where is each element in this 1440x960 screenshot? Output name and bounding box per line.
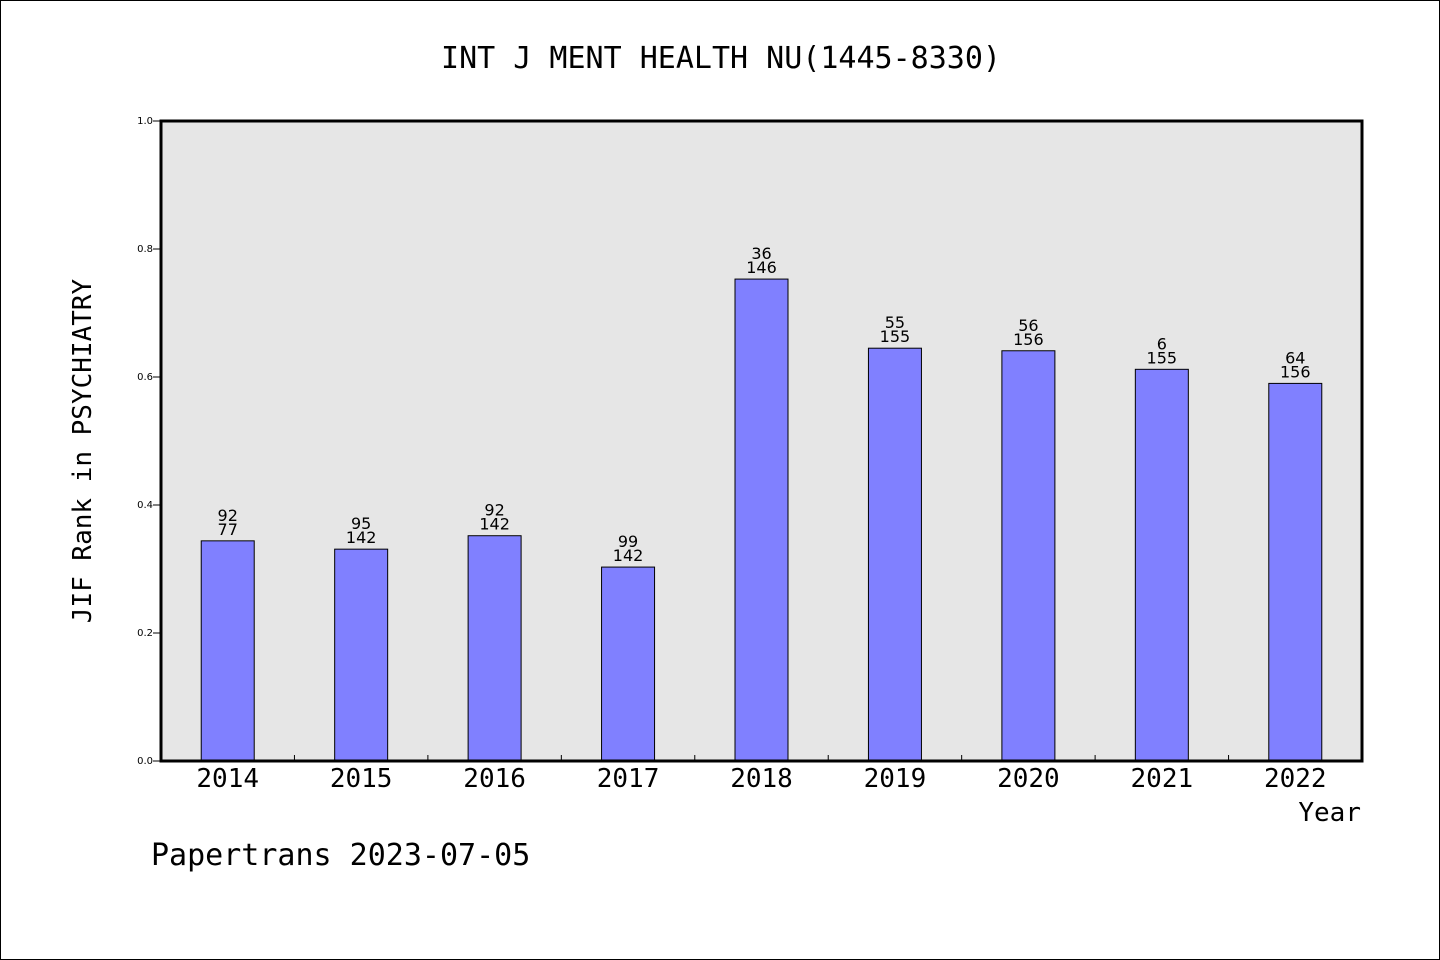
bar-rank-label: 95 bbox=[351, 514, 371, 533]
bar-rank-label: 55 bbox=[885, 313, 905, 332]
y-tick-label: 0.0 bbox=[137, 756, 153, 767]
x-tick-label: 2015 bbox=[330, 764, 393, 794]
footer-text: Papertrans 2023-07-05 bbox=[151, 838, 530, 873]
y-axis: 0.0 0.2 0.4 0.6 0.8 1.0 bbox=[137, 116, 161, 767]
bar-total-label: 142 bbox=[346, 528, 377, 547]
bar-total-label: 142 bbox=[613, 546, 644, 565]
bar-rank-label: 92 bbox=[484, 501, 504, 520]
y-tick-label: 0.2 bbox=[137, 628, 153, 639]
bar-2016 bbox=[467, 535, 522, 762]
bar-2017 bbox=[601, 566, 656, 762]
bar-2020 bbox=[1001, 350, 1056, 762]
bar-rank-label: 99 bbox=[618, 532, 638, 551]
bar-2015 bbox=[334, 548, 389, 762]
bar-2021 bbox=[1134, 368, 1189, 762]
x-tick-label: 2014 bbox=[196, 764, 259, 794]
plot-border bbox=[159, 119, 1364, 763]
bar-total-label: 77 bbox=[218, 520, 238, 539]
bar-total-label: 155 bbox=[880, 327, 911, 346]
y-tick-label: 0.6 bbox=[137, 372, 153, 383]
y-tick-label: 1.0 bbox=[137, 116, 153, 127]
bar-total-label: 156 bbox=[1280, 362, 1311, 381]
bar-total-label: 155 bbox=[1147, 348, 1178, 367]
x-axis-label: Year bbox=[1298, 798, 1361, 828]
y-tick-label: 0.4 bbox=[137, 500, 153, 511]
bar-total-label: 156 bbox=[1013, 330, 1044, 349]
x-tick-label: 2019 bbox=[864, 764, 927, 794]
chart-title: INT J MENT HEALTH NU(1445-8330) bbox=[441, 41, 1001, 76]
bar-2018 bbox=[734, 278, 789, 762]
bar-rank-label: 6 bbox=[1157, 334, 1167, 353]
bar-total-label: 146 bbox=[746, 258, 777, 277]
bar-rank-label: 36 bbox=[751, 244, 771, 263]
bar-2014 bbox=[200, 540, 255, 762]
y-axis-label: JIF Rank in PSYCHIATRY bbox=[68, 278, 98, 623]
bar-rank-label: 92 bbox=[218, 506, 238, 525]
x-tick-label: 2016 bbox=[463, 764, 526, 794]
x-axis: 2014 2015 2016 2017 2018 2019 2020 2021 2022 bbox=[196, 755, 1327, 794]
x-tick-label: 2022 bbox=[1264, 764, 1327, 794]
bar-rank-label: 64 bbox=[1285, 348, 1305, 367]
bar-rank-label: 56 bbox=[1018, 316, 1038, 335]
x-tick-label: 2020 bbox=[997, 764, 1060, 794]
bar-2022 bbox=[1268, 382, 1323, 762]
y-tick-label: 0.8 bbox=[137, 244, 153, 255]
bar-total-label: 142 bbox=[479, 515, 510, 534]
x-tick-label: 2018 bbox=[730, 764, 793, 794]
bar-2019 bbox=[867, 347, 922, 762]
bars-layer bbox=[200, 278, 1323, 762]
x-tick-label: 2017 bbox=[597, 764, 660, 794]
x-tick-label: 2021 bbox=[1131, 764, 1194, 794]
